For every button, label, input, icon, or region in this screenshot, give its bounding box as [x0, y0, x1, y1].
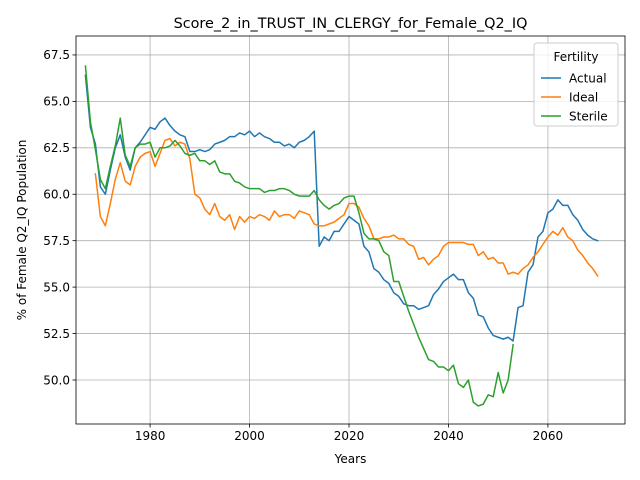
y-tick-label: 55.0 [43, 280, 70, 294]
legend-box [533, 42, 619, 127]
x-tick-label: 2060 [533, 429, 564, 443]
y-axis-label: % of Female Q2_IQ Population [15, 140, 29, 321]
y-tick-label: 52.5 [43, 327, 70, 341]
legend-title: Fertility [553, 50, 598, 64]
x-tick-label: 2000 [234, 429, 265, 443]
x-tick-label: 1980 [135, 429, 166, 443]
x-tick-label: 2040 [433, 429, 464, 443]
legend-label-sterile: Sterile [569, 109, 608, 123]
y-tick-label: 60.0 [43, 188, 70, 202]
legend-label-actual: Actual [569, 71, 607, 85]
series-line-ideal [94, 137, 599, 278]
plot-frame [75, 35, 626, 425]
series-line-actual [84, 74, 599, 342]
axes: 1980 2000 2020 2040 2060 50.0 52.5 55.0 57.5 60.0… [43, 48, 563, 443]
chart-title: Score_2_in_TRUST_IN_CLERGY_for_Female_Q2… [174, 16, 528, 32]
series-line-sterile [84, 65, 514, 407]
legend: Fertility Actual Ideal Sterile [533, 42, 619, 127]
y-tick-label: 67.5 [43, 48, 70, 62]
y-tick-label: 50.0 [43, 373, 70, 387]
y-tick-label: 57.5 [43, 234, 70, 248]
y-tick-label: 65.0 [43, 95, 70, 109]
y-tick-label: 62.5 [43, 141, 70, 155]
legend-label-ideal: Ideal [569, 90, 598, 104]
series-layer [84, 65, 599, 407]
x-tick-label: 2020 [334, 429, 365, 443]
x-axis-label: Years [334, 452, 367, 466]
